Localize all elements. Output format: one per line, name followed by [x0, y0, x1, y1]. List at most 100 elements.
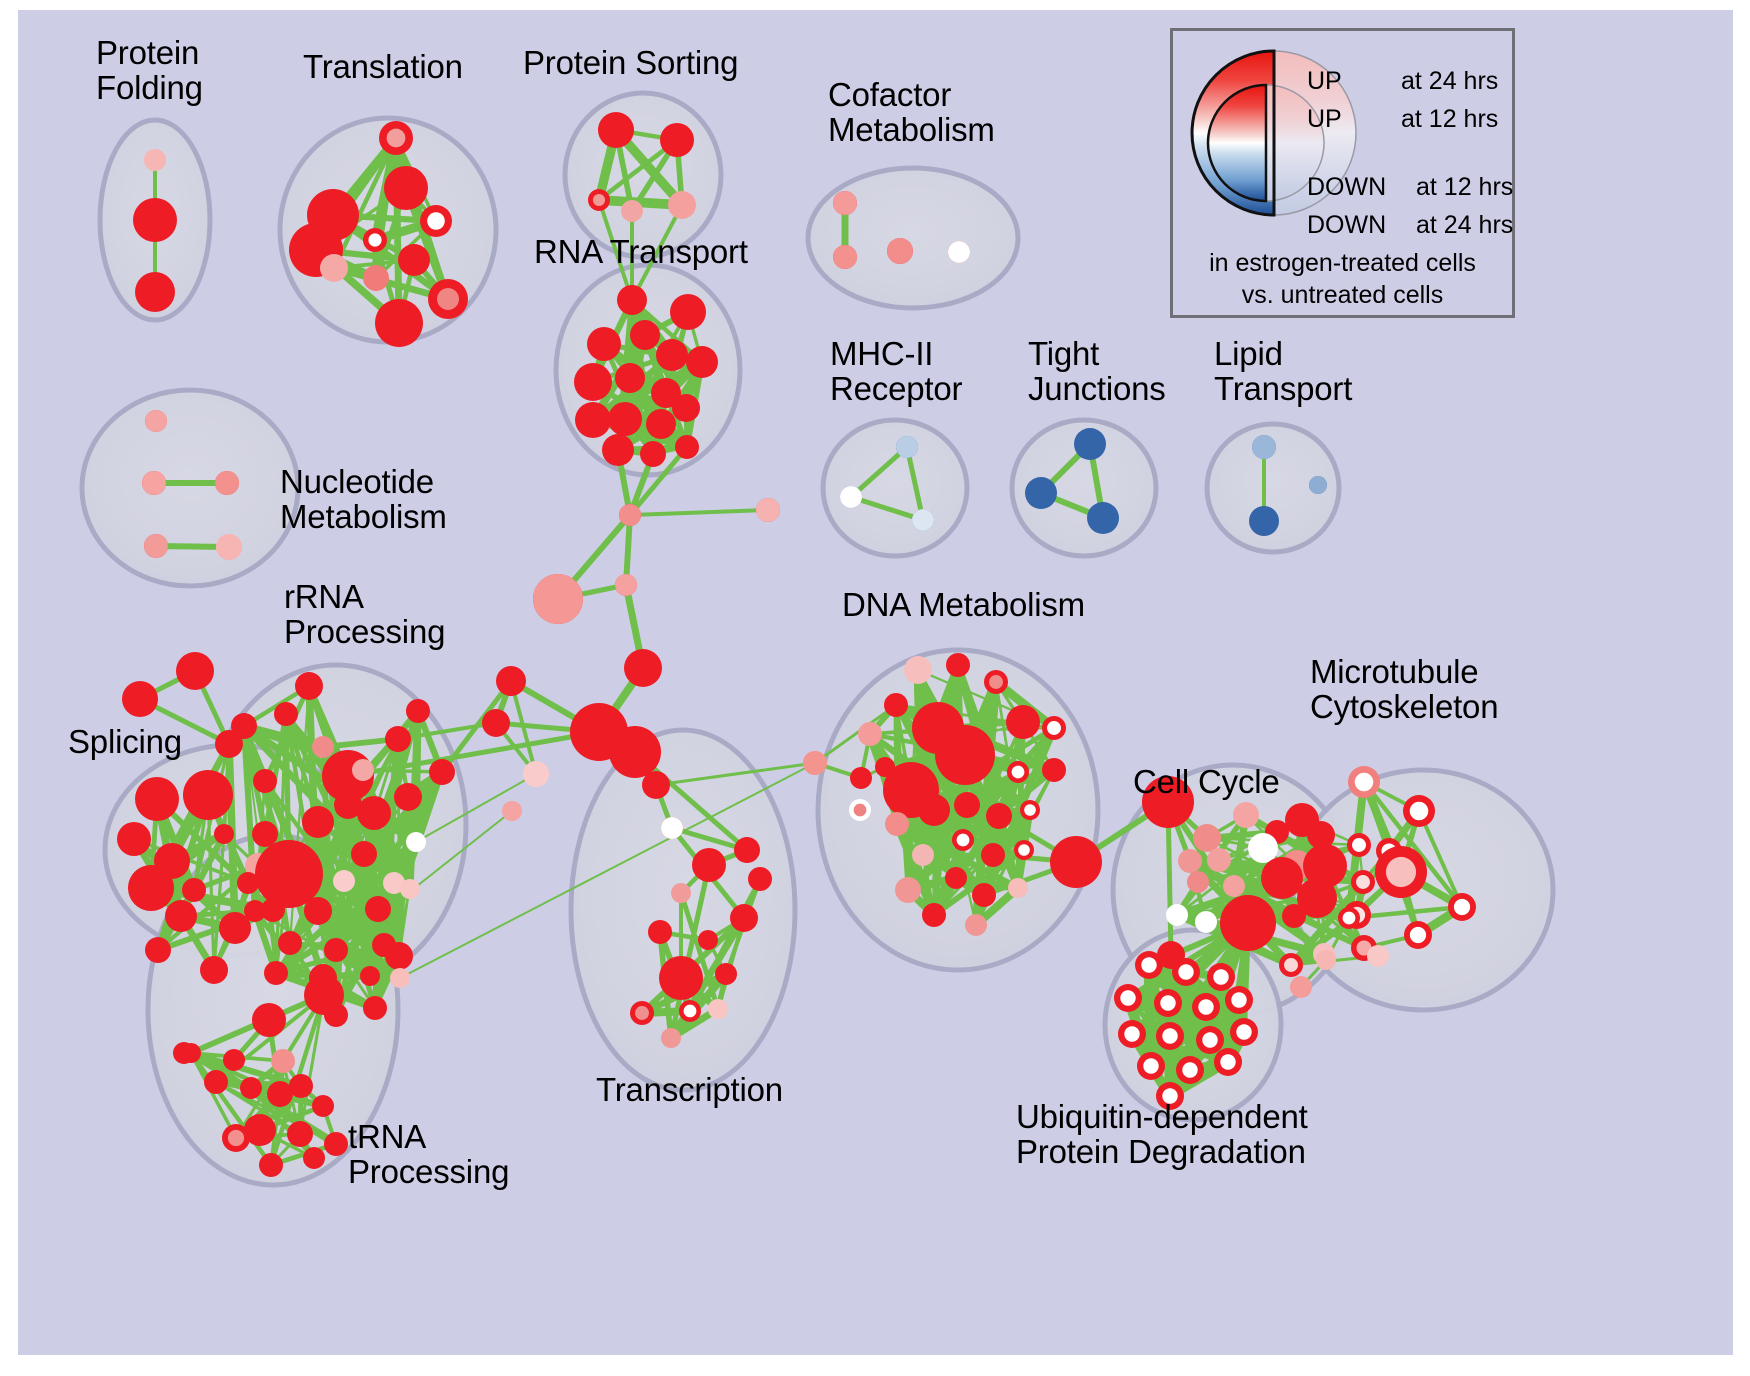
network-node[interactable]: [708, 999, 728, 1019]
network-node[interactable]: [1176, 1056, 1204, 1084]
network-node[interactable]: [264, 961, 288, 985]
network-node[interactable]: [651, 378, 681, 408]
network-node[interactable]: [1020, 800, 1040, 820]
network-node[interactable]: [661, 817, 683, 839]
network-node[interactable]: [630, 1001, 654, 1025]
network-node[interactable]: [619, 504, 641, 526]
network-node[interactable]: [574, 363, 612, 401]
network-node[interactable]: [144, 149, 166, 171]
network-node[interactable]: [840, 486, 862, 508]
network-node[interactable]: [692, 848, 726, 882]
network-node[interactable]: [312, 736, 334, 758]
network-node[interactable]: [181, 1043, 201, 1063]
network-node[interactable]: [588, 189, 610, 211]
network-node[interactable]: [986, 803, 1012, 829]
network-node[interactable]: [734, 837, 760, 863]
network-node[interactable]: [918, 794, 950, 826]
network-node[interactable]: [630, 320, 660, 350]
network-node[interactable]: [334, 791, 362, 819]
network-node[interactable]: [333, 870, 355, 892]
network-node[interactable]: [244, 900, 266, 922]
network-node[interactable]: [304, 975, 344, 1015]
network-node[interactable]: [363, 228, 387, 252]
network-node[interactable]: [351, 841, 377, 867]
network-node[interactable]: [935, 725, 995, 785]
network-node[interactable]: [686, 346, 718, 378]
network-node[interactable]: [624, 649, 662, 687]
network-node[interactable]: [1050, 836, 1102, 888]
network-node[interactable]: [1307, 821, 1335, 849]
network-node[interactable]: [1230, 1018, 1258, 1046]
network-node[interactable]: [1156, 1082, 1184, 1110]
network-node[interactable]: [1214, 1048, 1242, 1076]
network-node[interactable]: [1135, 951, 1163, 979]
network-node[interactable]: [324, 1132, 348, 1156]
network-node[interactable]: [904, 656, 932, 684]
network-node[interactable]: [1282, 904, 1306, 928]
network-node[interactable]: [1316, 950, 1336, 970]
network-node[interactable]: [482, 709, 510, 737]
network-node[interactable]: [204, 1070, 228, 1094]
network-node[interactable]: [320, 254, 348, 282]
network-node[interactable]: [912, 844, 934, 866]
network-node[interactable]: [885, 812, 909, 836]
network-node[interactable]: [429, 759, 455, 785]
network-node[interactable]: [360, 966, 380, 986]
network-node[interactable]: [1087, 502, 1119, 534]
network-node[interactable]: [222, 1124, 250, 1152]
network-node[interactable]: [253, 769, 277, 793]
network-node[interactable]: [200, 956, 228, 984]
network-node[interactable]: [587, 327, 621, 361]
network-node[interactable]: [896, 436, 918, 458]
network-node[interactable]: [1348, 766, 1380, 798]
network-node[interactable]: [303, 1147, 325, 1169]
network-node[interactable]: [428, 279, 468, 319]
network-node[interactable]: [1154, 989, 1182, 1017]
network-node[interactable]: [965, 914, 987, 936]
network-node[interactable]: [385, 726, 411, 752]
network-node[interactable]: [1074, 428, 1106, 460]
network-node[interactable]: [383, 872, 405, 894]
network-node[interactable]: [615, 363, 645, 393]
network-node[interactable]: [1187, 871, 1209, 893]
network-node[interactable]: [602, 434, 634, 466]
network-node[interactable]: [231, 713, 257, 739]
network-node[interactable]: [981, 843, 1005, 867]
network-node[interactable]: [240, 1077, 262, 1099]
network-node[interactable]: [302, 806, 334, 838]
network-node[interactable]: [176, 652, 214, 690]
network-node[interactable]: [1207, 963, 1235, 991]
network-node[interactable]: [670, 294, 706, 330]
network-node[interactable]: [948, 241, 970, 263]
network-node[interactable]: [122, 681, 158, 717]
network-node[interactable]: [668, 191, 696, 219]
network-node[interactable]: [1223, 875, 1245, 897]
network-node[interactable]: [1025, 477, 1057, 509]
network-node[interactable]: [1114, 984, 1142, 1012]
network-node[interactable]: [214, 824, 234, 844]
network-node[interactable]: [255, 840, 323, 908]
network-node[interactable]: [833, 191, 857, 215]
network-node[interactable]: [357, 796, 391, 830]
network-node[interactable]: [1403, 795, 1435, 827]
network-node[interactable]: [849, 799, 871, 821]
network-node[interactable]: [833, 245, 857, 269]
network-node[interactable]: [1303, 844, 1347, 888]
network-node[interactable]: [394, 783, 422, 811]
network-node[interactable]: [1261, 857, 1303, 899]
network-node[interactable]: [398, 244, 430, 276]
network-node[interactable]: [609, 726, 661, 778]
network-node[interactable]: [1207, 848, 1231, 872]
network-node[interactable]: [363, 996, 387, 1020]
network-node[interactable]: [144, 534, 168, 558]
network-node[interactable]: [1166, 904, 1188, 926]
network-node[interactable]: [1156, 1022, 1184, 1050]
network-node[interactable]: [946, 653, 970, 677]
network-node[interactable]: [945, 867, 967, 889]
network-node[interactable]: [128, 865, 174, 911]
network-node[interactable]: [954, 792, 980, 818]
network-node[interactable]: [165, 900, 197, 932]
network-node[interactable]: [274, 702, 298, 726]
network-node[interactable]: [375, 299, 423, 347]
network-node[interactable]: [324, 938, 348, 962]
